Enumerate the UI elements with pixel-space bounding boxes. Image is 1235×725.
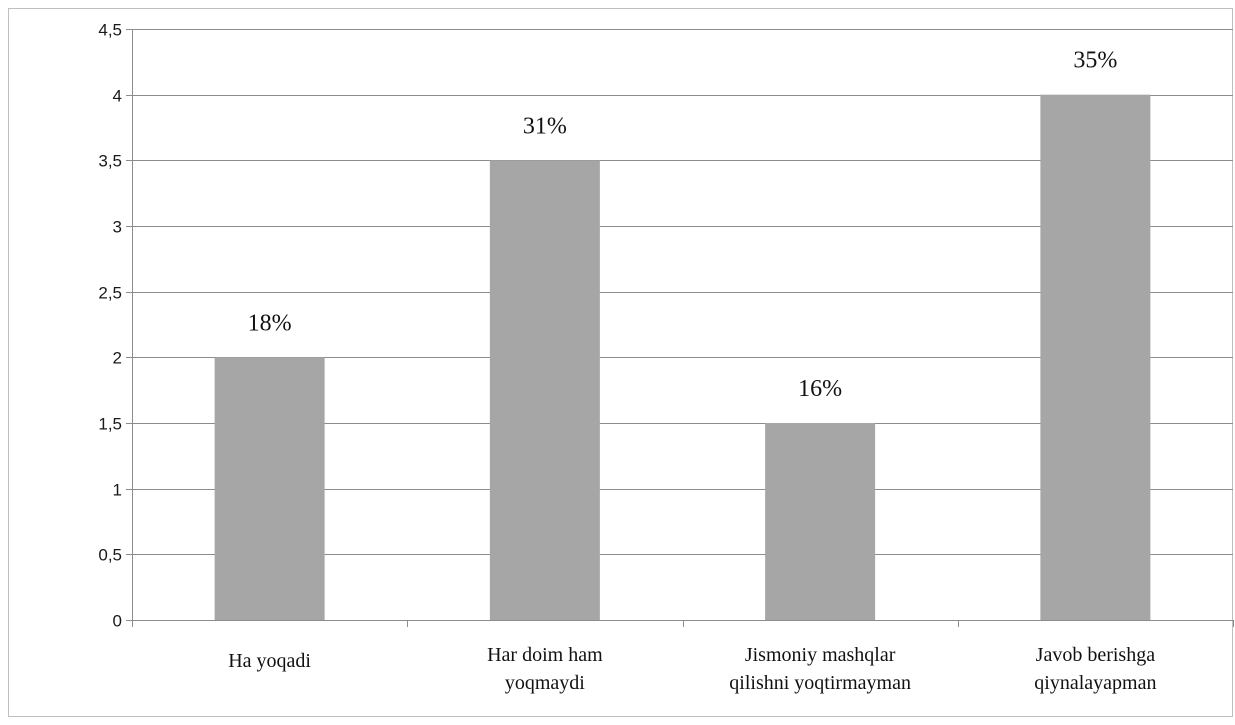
category-labels: Ha yoqadi Har doim ham yoqmaydi Jismoniy ma… [228,644,1156,694]
y-tick-label: 0 [113,612,122,631]
data-label: 18% [248,310,292,336]
chart-border [8,8,1233,717]
y-tick-label: 3 [113,218,122,237]
y-tick-labels: 0 0,5 1 1,5 2 2,5 3 3,5 4 4,5 [98,21,122,631]
bar [1040,94,1151,620]
data-labels: 18% 31% 16% 35% [248,48,1118,402]
category-label: Har doim ham yoqmaydi [487,644,603,694]
y-tick-label: 2,5 [98,284,122,303]
data-label: 35% [1073,48,1117,74]
y-tick-label: 4 [113,87,122,106]
category-label: Javob berishga qiynalayapman [1034,644,1156,694]
y-tick-label: 1 [113,481,122,500]
y-tick-label: 4,5 [98,21,122,40]
data-label: 16% [798,376,842,402]
y-tick-label: 2 [113,349,122,368]
category-label: Ha yoqadi [228,650,311,672]
y-tick-label: 3,5 [98,152,122,171]
data-label: 31% [523,113,567,139]
bar [214,357,325,620]
bars [214,94,1151,621]
bar [489,160,600,621]
category-label: Jismoniy mashqlar qilishni yoqtirmayman [729,644,911,694]
y-tick-label: 1,5 [98,415,122,434]
bar [765,423,876,620]
axes [126,29,1234,627]
y-tick-label: 0,5 [98,546,122,565]
